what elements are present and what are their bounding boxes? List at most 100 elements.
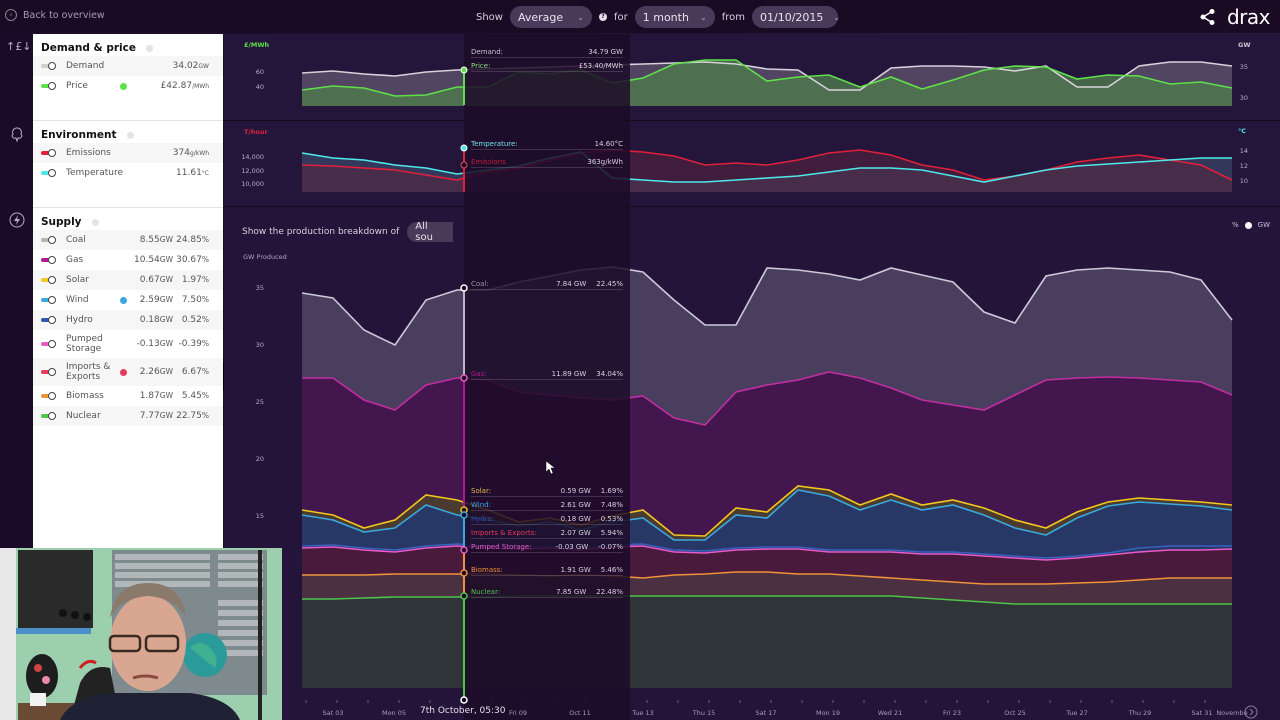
emissions-value: 374g/kWh [172, 148, 209, 158]
source-toggle[interactable] [41, 340, 57, 348]
supply-list: Coal 8.55GW 24.85% Gas 10.54GW 30.67% Solar 0.6… [33, 230, 223, 426]
source-label: Gas [66, 255, 84, 265]
tooltip-solar: Solar: 0.59 GW 1.69% [471, 487, 623, 497]
from-label: from [721, 11, 746, 23]
tooltip-biomass: Biomass: 1.91 GW 5.46% [471, 566, 623, 576]
date-select[interactable]: 01/10/2015 ⌄ [752, 6, 841, 28]
temperature-row[interactable]: Temperature 11.61°C [33, 163, 223, 183]
source-percent: 1.97% [181, 275, 209, 285]
supply-tick: 30 [255, 341, 264, 349]
wind-line [301, 489, 1233, 541]
supply-row-gas[interactable]: Gas 10.54GW 30.67% [33, 250, 223, 270]
emissions-line [301, 149, 1233, 181]
lightning-icon[interactable] [6, 212, 28, 231]
drax-logo[interactable]: drax [1226, 5, 1271, 29]
demand-row[interactable]: Demand 34.02GW [33, 56, 223, 76]
x-axis-label: Oct 11 [569, 709, 591, 717]
price-toggle[interactable] [41, 82, 57, 90]
temp-tick: 10 [1239, 177, 1248, 185]
source-label: Pumped Storage [66, 334, 103, 354]
show-select[interactable]: Average ⌄ [509, 6, 592, 28]
source-toggle[interactable] [41, 236, 57, 244]
x-axis-label: Mon 19 [815, 709, 841, 717]
source-label: Biomass [66, 391, 104, 401]
cursor-dot [460, 374, 468, 382]
toggle-knob[interactable] [1244, 221, 1252, 229]
percent-option[interactable]: % [1231, 221, 1239, 229]
source-percent: 0.52% [181, 315, 209, 325]
supply-row-biomass[interactable]: Biomass 1.87GW 5.45% [33, 386, 223, 406]
x-axis-label: Wed 21 [877, 709, 903, 717]
price-row[interactable]: Price £42.87/MWh [33, 76, 223, 96]
temperature-toggle[interactable] [41, 169, 57, 177]
source-toggle[interactable] [41, 412, 57, 420]
price-tick: 40 [255, 83, 264, 91]
emissions-row[interactable]: Emissions 374g/kWh [33, 143, 223, 163]
sidebar-panel: Demand & price Demand 34.02GW Price £42.… [33, 34, 223, 550]
supply-row-wind[interactable]: Wind 2.59GW 7.50% [33, 290, 223, 310]
back-to-overview-link[interactable]: ‹ Back to overview [5, 9, 105, 21]
share-icon[interactable] [1199, 8, 1217, 26]
supply-row-solar[interactable]: Solar 0.67GW 1.97% [33, 270, 223, 290]
demand-value: 34.02GW [172, 61, 209, 71]
source-toggle[interactable] [41, 256, 57, 264]
cursor-dot [460, 569, 468, 577]
supply-row-hydro[interactable]: Hydro 0.18GW 0.52% [33, 310, 223, 330]
x-axis-label: Sat 17 [755, 709, 777, 717]
temp-unit-label: °C [1238, 127, 1247, 135]
help-icon[interactable] [145, 44, 153, 52]
environment-section: Environment Emissions 374g/kWh Temperatu… [33, 121, 223, 208]
source-toggle[interactable] [41, 368, 57, 376]
gw-option[interactable]: GW [1257, 221, 1270, 229]
x-axis-label: Fri 23 [942, 709, 962, 717]
demand-label: Demand [66, 61, 105, 71]
source-toggle[interactable] [41, 296, 57, 304]
supply-row-nuclear[interactable]: Nuclear 7.77GW 22.75% [33, 406, 223, 426]
view-controls: Show Average ⌄ ? for 1 month ⌄ from 01/1… [476, 6, 841, 28]
emissions-toggle[interactable] [41, 149, 57, 157]
nuclear-line [302, 595, 1232, 605]
tooltip-coal: Coal: 7.84 GW 22.45% [471, 280, 623, 290]
help-icon[interactable]: ? [598, 13, 607, 21]
tooltip-demand: Demand: 34.79 GW [471, 48, 623, 58]
chevron-down-icon: ⌄ [833, 12, 841, 22]
tooltip-temperature: Temperature: 14.60°C [471, 140, 623, 150]
source-gw: 0.18GW [139, 315, 173, 325]
supply-row-pumped-storage[interactable]: Pumped Storage -0.13GW -0.39% [33, 330, 223, 358]
supply-row-coal[interactable]: Coal 8.55GW 24.85% [33, 230, 223, 250]
supply-tick: 20 [255, 455, 264, 463]
hover-tooltip-panel [464, 34, 630, 720]
chevron-down-icon: ⌄ [700, 12, 707, 22]
cursor-dot [460, 511, 468, 519]
x-axis-label: Sat 03 [322, 709, 344, 717]
supply-tick: 25 [255, 398, 264, 406]
source-percent: 5.45% [181, 391, 209, 401]
chevron-right-icon[interactable] [1244, 705, 1258, 719]
price-tick: 60 [255, 68, 264, 76]
temperature-label: Temperature [66, 168, 124, 178]
help-icon[interactable] [126, 131, 134, 139]
gas-line [302, 371, 1233, 426]
solar-line [301, 485, 1233, 537]
tooltip-emissions: Emissions 363g/kWh [471, 158, 623, 168]
source-toggle[interactable] [41, 316, 57, 324]
back-label: Back to overview [23, 9, 105, 21]
unit-toggle[interactable]: % GW [1232, 221, 1270, 229]
emissions-tick: 12,000 [241, 167, 264, 175]
demand-price-icon[interactable]: ↑£↓ [6, 40, 32, 53]
temp-cursor-dot [460, 144, 468, 152]
source-toggle[interactable] [41, 392, 57, 400]
period-select[interactable]: 1 month ⌄ [634, 6, 715, 28]
tree-icon[interactable] [6, 126, 28, 145]
help-icon[interactable] [91, 218, 99, 226]
breakdown-select[interactable]: All sou [407, 221, 454, 243]
date-select-value: 01/10/2015 [760, 10, 824, 24]
x-axis-label: Thu 15 [692, 709, 716, 717]
supply-row-imports-exports[interactable]: Imports & Exports 2.26GW 6.67% [33, 358, 223, 386]
tooltip-hydro: Hydro: 0.18 GW 0.53% [471, 515, 623, 525]
source-toggle[interactable] [41, 276, 57, 284]
demand-toggle[interactable] [41, 62, 57, 70]
temp-tick: 14 [1239, 147, 1248, 155]
source-percent: 7.50% [181, 295, 209, 305]
supply-section: Supply Coal 8.55GW 24.85% Gas 10.54GW 30.67% S… [33, 208, 223, 426]
